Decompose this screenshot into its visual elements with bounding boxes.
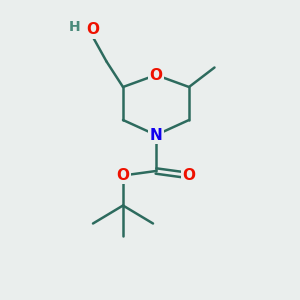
Text: O: O [86,22,100,38]
Text: N: N [150,128,162,142]
Text: H: H [69,20,81,34]
Text: O: O [182,168,196,183]
Text: O: O [149,68,163,82]
Text: O: O [116,168,130,183]
